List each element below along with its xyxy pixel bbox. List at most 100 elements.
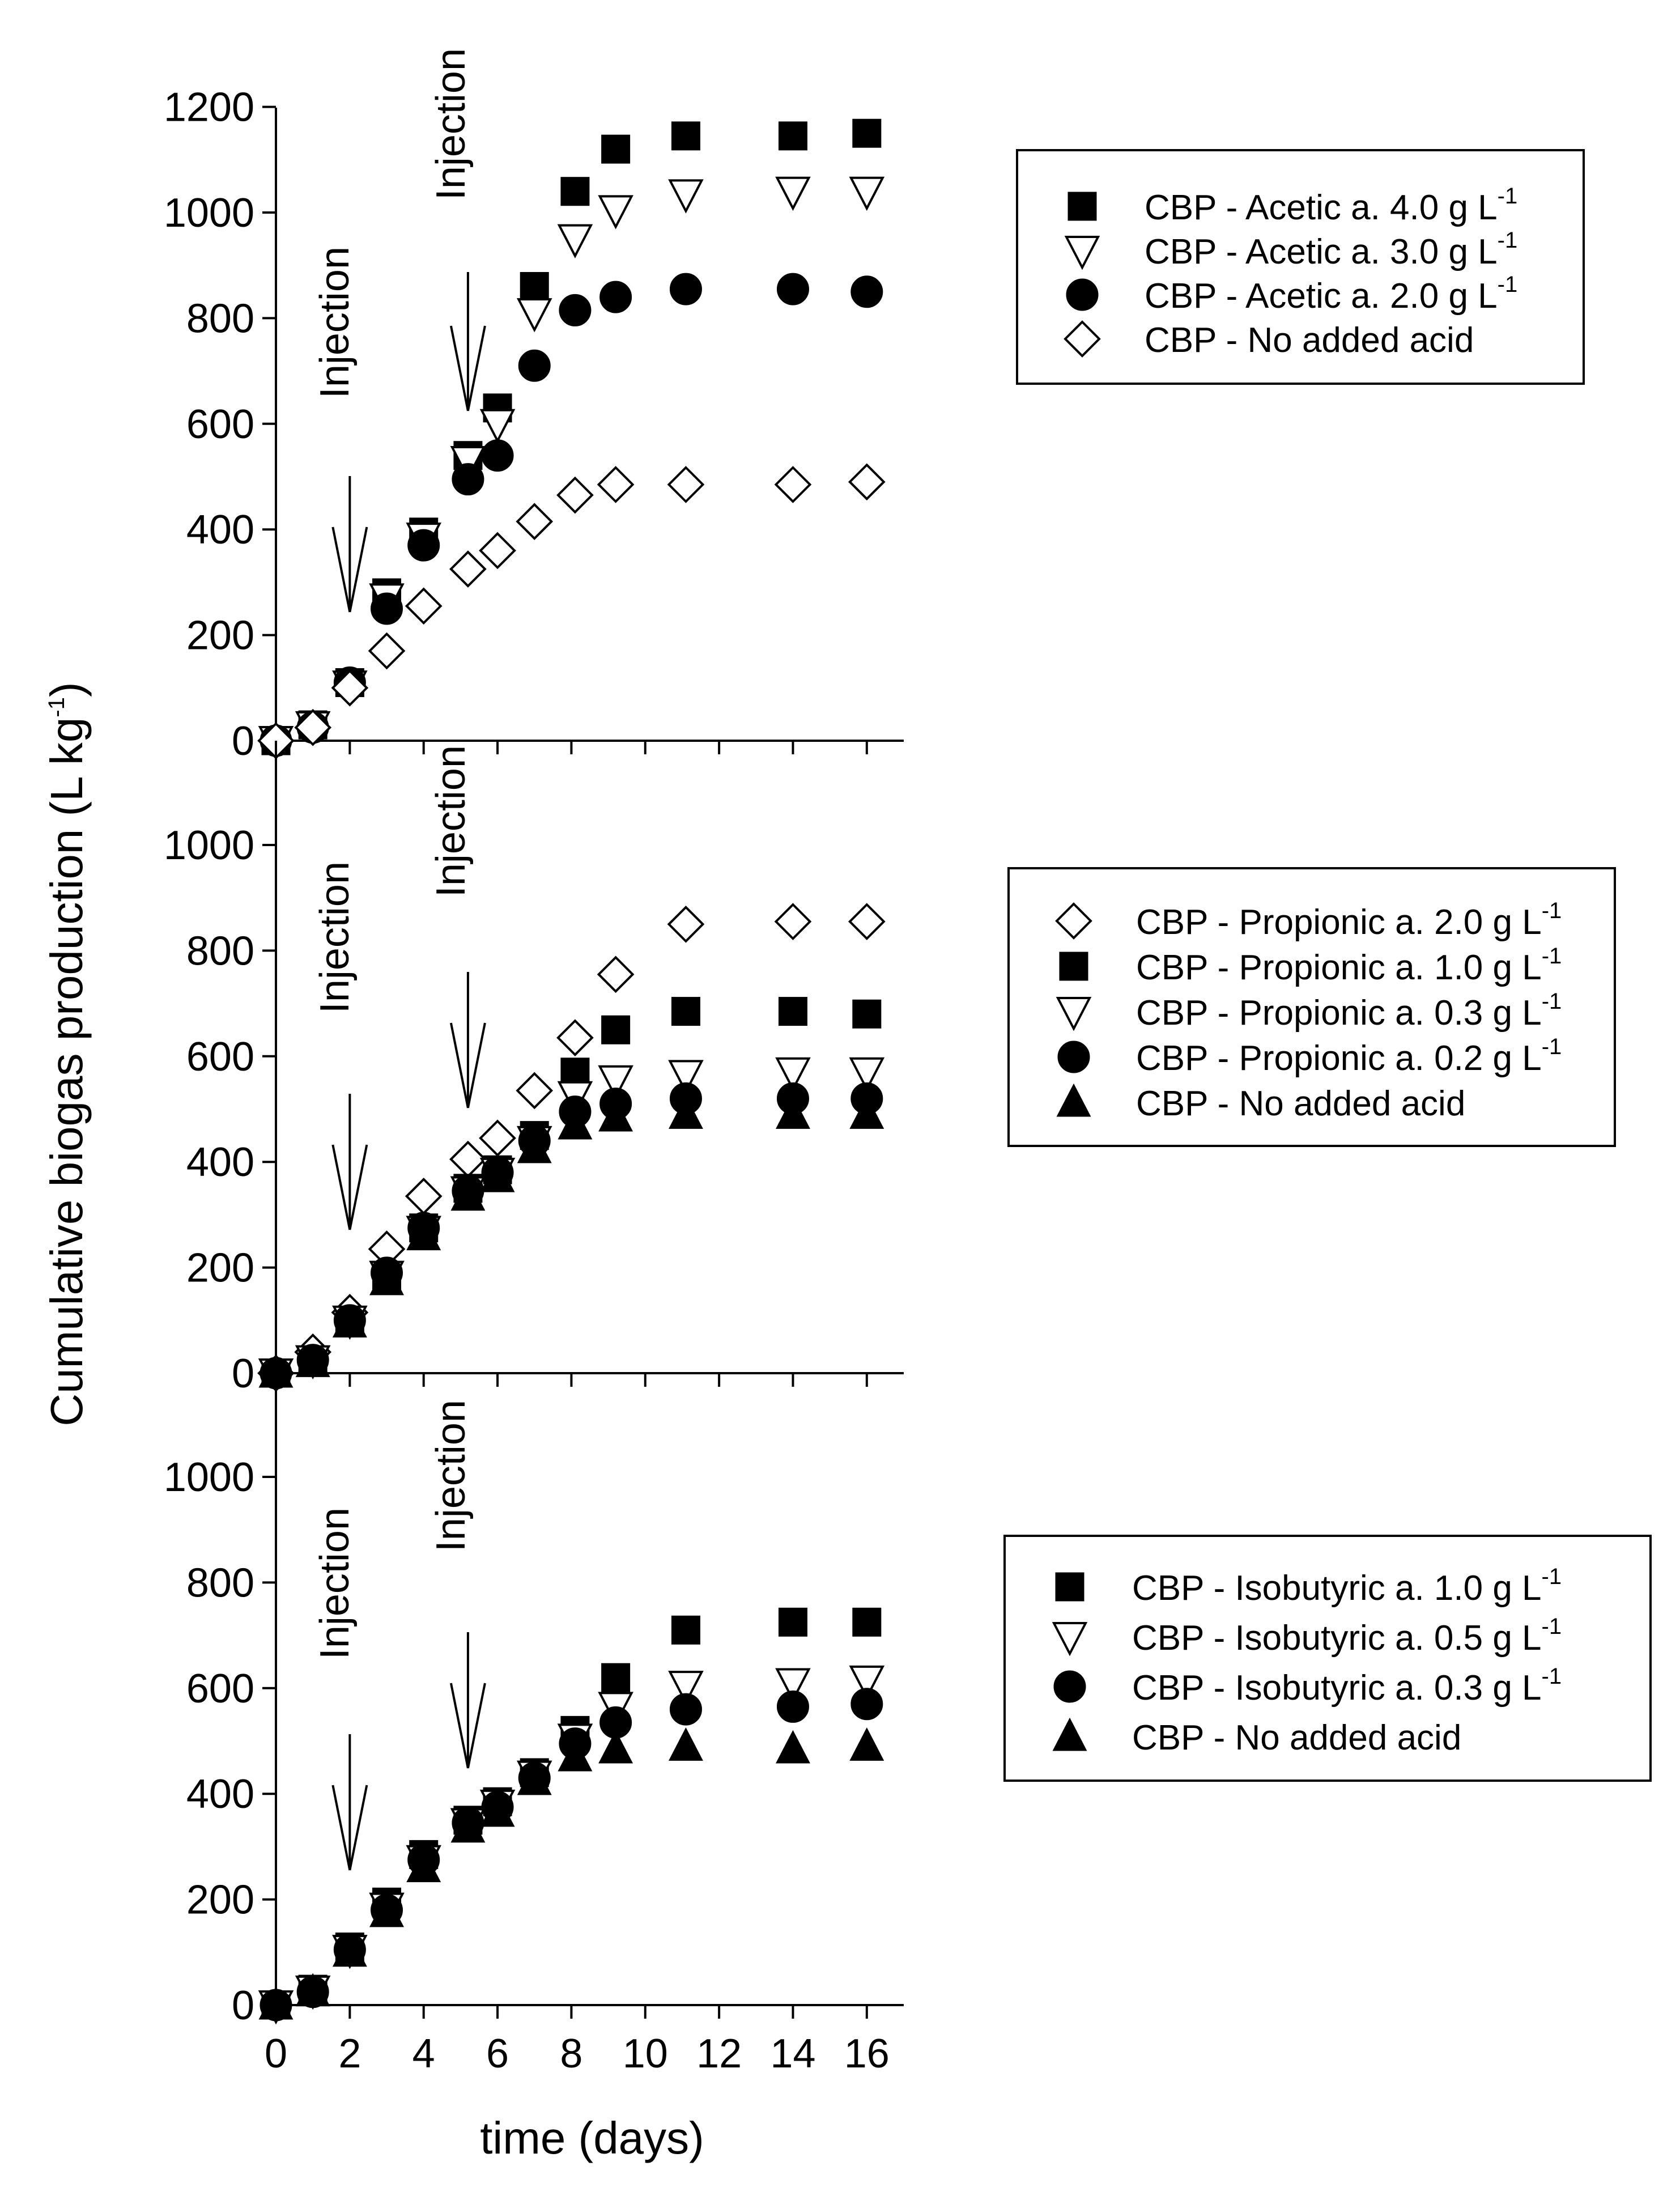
data-point — [778, 997, 807, 1026]
injection-arrow — [331, 1734, 368, 1871]
data-point — [671, 1615, 700, 1645]
data-point — [450, 1177, 486, 1211]
data-point — [516, 503, 554, 541]
data-point — [295, 1344, 330, 1377]
legend-label-main: CBP - Propionic a. 0.3 g L — [1136, 993, 1542, 1033]
data-point — [405, 587, 443, 625]
data-point — [557, 224, 593, 258]
injection-arrow-head-right — [466, 325, 486, 411]
injection-label: Injection — [312, 861, 358, 1013]
injection-arrow — [331, 1094, 368, 1230]
data-point — [849, 1057, 885, 1092]
data-point — [406, 1849, 441, 1883]
legend-label: CBP - Propionic a. 0.3 g L-1 — [1136, 989, 1562, 1033]
data-point — [597, 956, 635, 993]
data-point — [850, 275, 883, 308]
data-point — [331, 669, 369, 707]
legend-label: CBP - No added acid — [1136, 1084, 1465, 1123]
legend-marker — [1056, 1083, 1091, 1117]
data-point — [556, 1019, 594, 1057]
data-point — [668, 1671, 704, 1705]
legend-box — [1003, 1535, 1652, 1782]
legend-label: CBP - Isobutyric a. 0.5 g L-1 — [1132, 1614, 1562, 1658]
legend-label-sup: -1 — [1542, 944, 1562, 969]
data-point — [774, 466, 812, 503]
injection-label: Injection — [312, 1507, 358, 1659]
y-tick-label: 200 — [186, 613, 254, 659]
data-point — [667, 466, 705, 503]
injection-label: Injection — [428, 745, 474, 897]
legend-marker — [1055, 1572, 1084, 1602]
series-3 — [258, 1727, 884, 2020]
data-point — [450, 1809, 486, 1843]
x-tick-label: 8 — [560, 2031, 582, 2076]
x-axis-title: time (days) — [480, 2113, 704, 2163]
legend-label-sup: -1 — [1498, 272, 1518, 297]
y-tick-label: 0 — [232, 719, 254, 764]
data-point — [852, 1607, 882, 1637]
legend-label-sup: -1 — [1542, 989, 1562, 1014]
legend-marker — [1067, 192, 1097, 221]
data-point — [776, 1730, 810, 1764]
legend-label: CBP - No added acid — [1145, 321, 1474, 360]
data-point — [332, 1933, 367, 1967]
legend-marker — [1064, 320, 1101, 358]
data-point — [449, 1140, 487, 1178]
injection-arrow-head-right — [466, 1683, 486, 1769]
injection-arrow — [449, 272, 486, 411]
injection-label: Injection — [428, 48, 474, 200]
legend-marker — [1059, 952, 1088, 981]
data-point — [669, 273, 702, 305]
injection-arrow-head-right — [466, 1022, 486, 1109]
legend-marker — [1064, 236, 1100, 270]
legend-box — [1016, 149, 1585, 385]
y-tick-label: 1200 — [164, 85, 254, 130]
legend-label: CBP - Acetic a. 2.0 g L-1 — [1145, 272, 1517, 316]
series-3 — [257, 463, 886, 759]
legend-label-main: CBP - Isobutyric a. 0.5 g L — [1132, 1619, 1542, 1658]
data-point — [775, 176, 811, 211]
data-point — [368, 632, 406, 670]
data-point — [559, 294, 592, 326]
legend-label-main: CBP - Acetic a. 4.0 g L — [1145, 188, 1498, 227]
data-point — [669, 1693, 702, 1726]
y-tick-label: 600 — [186, 402, 254, 447]
panel-bottom: 0 200 400 600 800 1000 0 2 4 6 8 10 12 14 16 Injection I… — [164, 1373, 1652, 2076]
data-point — [668, 1060, 704, 1094]
y-tick-label: 800 — [186, 1560, 254, 1606]
panels: 020040060080010001200InjectionInjectionC… — [164, 48, 1652, 2076]
data-point — [480, 1158, 515, 1192]
data-point — [775, 1668, 811, 1702]
data-point — [481, 439, 514, 472]
injection-arrow-head-left — [331, 1785, 351, 1871]
data-point — [406, 1217, 441, 1251]
legend-label-main: CBP - Isobutyric a. 0.3 g L — [1132, 1668, 1542, 1708]
y-tick-label: 400 — [186, 1772, 254, 1817]
data-point — [558, 1106, 593, 1140]
legend-marker — [1056, 997, 1092, 1031]
data-point — [601, 134, 631, 164]
data-point — [598, 1098, 633, 1132]
legend-label: CBP - Acetic a. 3.0 g L-1 — [1145, 228, 1517, 271]
data-point — [852, 118, 882, 148]
legend-box — [1007, 867, 1616, 1147]
data-point — [294, 708, 332, 746]
injection-arrow — [331, 476, 368, 613]
injection-arrow-head-left — [331, 1144, 351, 1230]
data-point — [520, 271, 549, 301]
data-point — [849, 1727, 884, 1761]
data-point — [516, 1072, 554, 1110]
data-point — [369, 1893, 404, 1927]
data-point — [479, 409, 516, 444]
data-point — [778, 1607, 807, 1637]
data-point — [671, 997, 700, 1026]
data-point — [668, 1095, 703, 1129]
data-point — [407, 529, 440, 562]
injection-arrow-head-left — [449, 325, 469, 411]
legend-label-main: CBP - Isobutyric a. 1.0 g L — [1132, 1569, 1542, 1608]
legend-label-main: CBP - No added acid — [1145, 321, 1474, 360]
x-tick-label: 10 — [623, 2031, 668, 2076]
data-point — [369, 1262, 404, 1296]
